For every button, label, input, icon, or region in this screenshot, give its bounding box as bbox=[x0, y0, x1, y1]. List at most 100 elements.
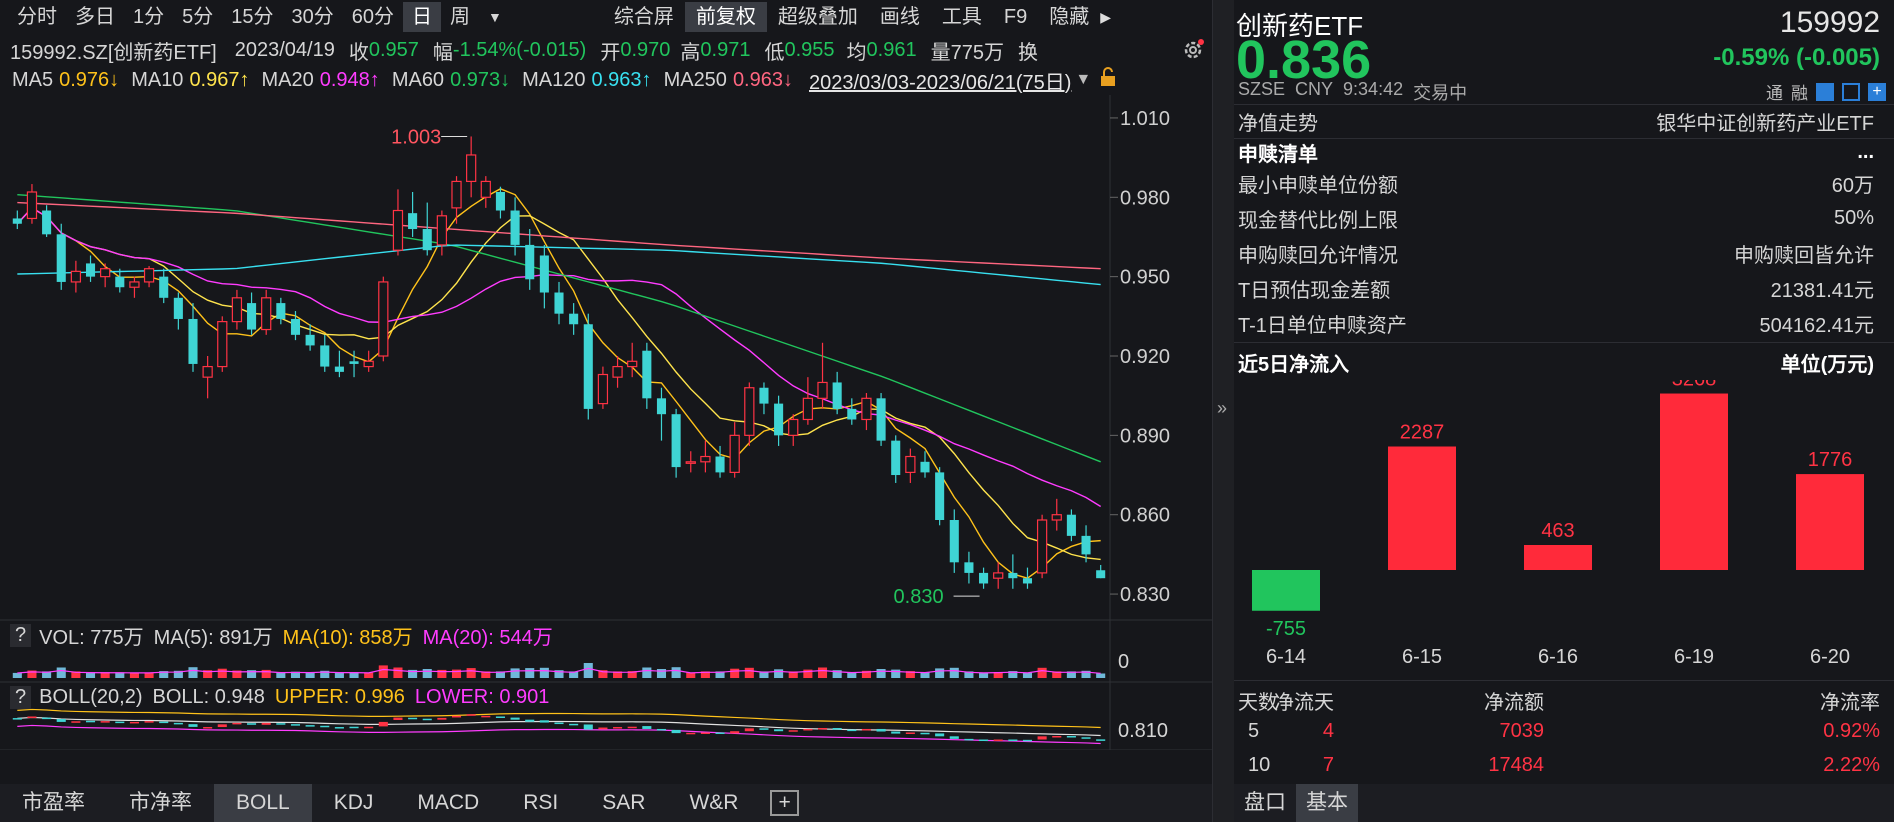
indicator-tab[interactable]: 市盈率 bbox=[22, 791, 85, 814]
volume-bar bbox=[598, 670, 608, 678]
gear-icon[interactable] bbox=[1180, 37, 1206, 63]
vol-ma5: MA(5): 891万 bbox=[153, 626, 273, 649]
toolbar-button[interactable]: 工具 bbox=[941, 6, 982, 28]
toolbar-button[interactable]: 隐藏 bbox=[1049, 6, 1090, 28]
boll-candle bbox=[832, 728, 842, 730]
flow-title: 近5日净流入 bbox=[1238, 353, 1350, 376]
indicator-tab[interactable]: 市净率 bbox=[129, 791, 192, 814]
period-tab[interactable]: 60分 bbox=[351, 6, 394, 28]
boll-candle bbox=[744, 728, 754, 732]
boll-candle bbox=[1066, 736, 1076, 738]
sidebar-tab[interactable]: 基本 bbox=[1296, 784, 1358, 822]
volume-bar bbox=[378, 665, 388, 678]
volume-bar bbox=[159, 671, 169, 678]
toolbar-button[interactable]: 画线 bbox=[879, 6, 920, 28]
candle-body bbox=[671, 414, 681, 468]
add-icon[interactable]: + bbox=[1868, 82, 1886, 101]
flow-table-row: 10 7 17484 2.22% bbox=[1234, 750, 1894, 782]
avg-value: 0.961 bbox=[866, 38, 917, 61]
indicator-tab[interactable]: + bbox=[770, 790, 799, 816]
boll-candle bbox=[247, 723, 257, 725]
ma5-value: 0.976↓ bbox=[59, 68, 120, 91]
ma120-value: 0.963↑ bbox=[591, 68, 652, 91]
collapse-chevron-icon[interactable]: » bbox=[1217, 398, 1228, 418]
date-range[interactable]: 2023/03/03-2023/06/21(75日) bbox=[809, 71, 1072, 94]
sidebar-tab[interactable]: 盘口 bbox=[1244, 791, 1286, 814]
toolbar-button[interactable]: F9 bbox=[1003, 6, 1028, 28]
boll-candle bbox=[364, 726, 374, 729]
candle-body bbox=[202, 365, 213, 378]
volume-bar bbox=[305, 672, 315, 678]
y-tick-label: 0.890 bbox=[1120, 425, 1170, 447]
candle-body bbox=[1081, 535, 1091, 555]
candle-body bbox=[1066, 514, 1076, 536]
y-tick-label: 0.980 bbox=[1120, 187, 1170, 209]
candle-body bbox=[495, 192, 505, 211]
redeem-row-label: T日预估现金差额 bbox=[1238, 279, 1391, 302]
indicator-tab[interactable]: KDJ bbox=[333, 791, 374, 814]
toolbar-button[interactable]: 超级叠加 bbox=[777, 6, 858, 28]
period-tab[interactable]: 日 bbox=[403, 2, 441, 32]
panel-collapse-handle[interactable]: » bbox=[1212, 0, 1234, 822]
candle-body bbox=[729, 434, 740, 473]
candle-body bbox=[100, 268, 111, 278]
bell-icon[interactable] bbox=[1842, 82, 1860, 101]
candle-body bbox=[451, 180, 462, 209]
volume-bar bbox=[12, 672, 22, 678]
lock-icon[interactable] bbox=[1099, 67, 1117, 93]
volume-bar bbox=[188, 667, 198, 678]
ma250-label: MA250 bbox=[663, 68, 727, 91]
toolbar-more-icon[interactable]: ▶ bbox=[1100, 8, 1111, 25]
period-tab[interactable]: 30分 bbox=[291, 6, 334, 28]
candle-body bbox=[70, 270, 82, 283]
boll-candle bbox=[891, 731, 901, 734]
indicator-tab[interactable]: W&R bbox=[689, 791, 739, 814]
period-tab[interactable]: 周 bbox=[450, 6, 470, 28]
boll-candle bbox=[642, 726, 652, 729]
kline-chart[interactable]: 1.003 0.830 1.010 0.980 0.950 0.920 0.890 0.86… bbox=[0, 95, 1212, 750]
boll-candle bbox=[847, 729, 857, 732]
flow-table-header-cell: 净流天 bbox=[1274, 692, 1334, 714]
boll-candle bbox=[671, 729, 681, 734]
period-tab[interactable]: 多日 bbox=[75, 6, 115, 28]
inflow-value-label: 2287 bbox=[1400, 422, 1445, 444]
nav-trend-row[interactable]: 净值走势 银华中证创新药产业ETF bbox=[1234, 104, 1888, 138]
period-tab[interactable]: 5分 bbox=[182, 6, 214, 28]
boll-candle bbox=[71, 721, 81, 723]
candle-body bbox=[979, 572, 989, 584]
edit-icon[interactable] bbox=[1816, 82, 1834, 101]
boll-candle bbox=[320, 725, 330, 728]
volume-bar bbox=[949, 667, 959, 678]
open-label: 开 bbox=[600, 41, 621, 64]
y-tick-label: 1.010 bbox=[1120, 108, 1170, 130]
volume-help-icon[interactable]: ? bbox=[10, 623, 32, 647]
volume-bar bbox=[744, 667, 754, 678]
toolbar-button[interactable]: 综合屏 bbox=[613, 6, 674, 28]
flow-header: 近5日净流入 单位(万元) bbox=[1234, 345, 1888, 379]
boll-help-icon[interactable]: ? bbox=[10, 685, 32, 709]
period-dropdown-icon[interactable]: ▼ bbox=[488, 9, 502, 25]
candle-body bbox=[656, 398, 667, 415]
indicator-tabs: 市盈率 市净率 BOLL KDJ MACD RSI SAR W&R + bbox=[0, 784, 1212, 822]
candle-body bbox=[685, 461, 696, 464]
indicator-tab[interactable]: SAR bbox=[602, 791, 646, 814]
low-label: 低 bbox=[764, 41, 785, 64]
inflow-bar bbox=[1524, 544, 1592, 570]
indicator-tab[interactable]: MACD bbox=[417, 791, 480, 814]
boll-candle bbox=[159, 721, 169, 724]
volume-bar bbox=[115, 672, 125, 678]
redeem-more-button[interactable]: ... bbox=[1857, 140, 1874, 163]
indicator-tab[interactable]: RSI bbox=[523, 791, 559, 814]
range-dropdown-icon[interactable]: ▼ bbox=[1075, 71, 1092, 88]
candle-body bbox=[349, 361, 359, 364]
toolbar-button[interactable]: 前复权 bbox=[684, 2, 767, 32]
candle-body bbox=[247, 303, 257, 330]
indicator-tab[interactable]: BOLL bbox=[214, 784, 312, 822]
volume-bar bbox=[100, 672, 110, 678]
period-tab[interactable]: 分时 bbox=[17, 6, 57, 28]
period-tab[interactable]: 15分 bbox=[231, 6, 274, 28]
ma20-label: MA20 bbox=[261, 68, 314, 91]
close-value: 0.957 bbox=[368, 38, 419, 61]
volume-bar bbox=[364, 672, 374, 678]
period-tab[interactable]: 1分 bbox=[133, 6, 165, 28]
